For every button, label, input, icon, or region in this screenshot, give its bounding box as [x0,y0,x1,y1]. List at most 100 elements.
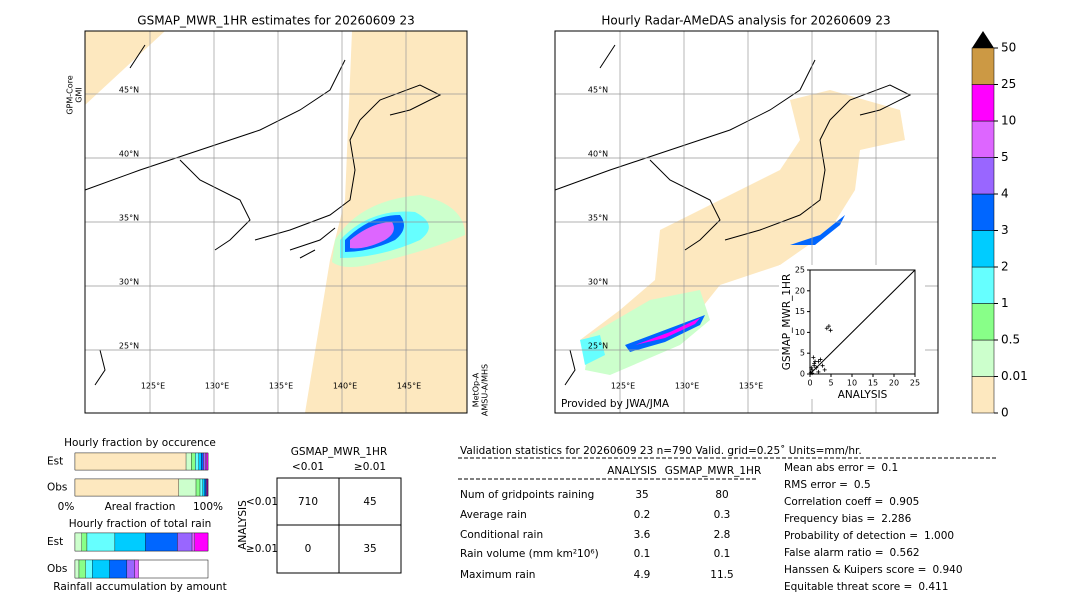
score-value: 0.905 [889,496,919,508]
x-tick-label: 10 [847,379,857,388]
score-value: 0.5 [854,479,871,491]
coastline [554,44,912,386]
bar-segment [86,532,116,552]
sensor: GMI [75,87,84,102]
lat-label: 35°N [588,214,608,223]
sensor: GPM-Core [66,75,75,114]
colorbar-label: 50 [1001,41,1016,55]
sensor: MetOp-A [472,372,481,407]
colorbar-label: 0.5 [1001,333,1020,347]
table-title: GSMAP_MWR_1HR [291,446,387,458]
stat-name: Maximum rain [460,569,535,581]
map-title: Hourly Radar-AMeDAS analysis for 2026060… [601,14,890,28]
bar-segment [74,532,82,552]
x-tick-label: 0 [807,379,812,388]
y-tick-label: 25 [795,266,805,275]
lat-label: 40°N [119,150,139,159]
stats-header: Validation statistics for 20260609 23 n=… [460,445,862,457]
point [814,365,819,370]
map-title: GSMAP_MWR_1HR estimates for 20260609 23 [137,14,414,28]
axis-end: 0% [58,501,75,513]
bar-title: Hourly fraction of total rain [69,518,212,530]
bar-title: Hourly fraction by occurence [64,437,216,449]
bar-segment [205,452,207,471]
swath [85,31,165,105]
coastline [84,44,442,386]
y-tick-label: 15 [795,307,805,316]
col-header: GSMAP_MWR_1HR [665,465,761,477]
x-tick-label: 20 [889,379,899,388]
lat-label: 25°N [588,342,608,351]
point [813,359,818,364]
lon-label: 125°E [141,382,165,391]
colorbar-label: 4 [1001,187,1009,201]
row-label: Est [47,456,63,468]
point [822,367,827,372]
bar-segment [185,452,192,471]
stat-value: 0.1 [714,548,731,560]
lat-label: 25°N [119,342,139,351]
bar-segment [201,452,204,471]
score: Hanssen & Kuipers score = 0.940 [784,564,963,576]
point [824,326,829,331]
lon-label: 130°E [675,382,699,391]
score-value: 2.286 [881,513,911,525]
bar-segment [178,478,197,497]
stat-name: Average rain [460,509,527,521]
bar-segment [207,478,209,497]
stat-value: 0.3 [714,509,731,521]
map-frame [554,30,939,414]
score-value: 0.940 [932,564,962,576]
lon-label: 135°E [739,382,763,391]
score-name: RMS error = [784,479,848,491]
point [810,371,815,376]
y-tick-label: 5 [800,349,805,358]
lat-label: 45°N [588,86,608,95]
col-label: <0.01 [292,461,324,473]
bar-segment [195,478,201,497]
score-value: 1.000 [924,530,954,542]
right-map: 45°N 40°N 35°N 30°N 25°N 125°E 130°E 135°E Hour… [554,14,939,414]
colorbar-label: 1 [1001,296,1009,310]
score-name: False alarm ratio = [784,547,884,559]
point [820,363,825,368]
credit: Provided by JWA/JMA [561,398,670,410]
rain [790,215,845,245]
stat-value: 11.5 [710,569,733,581]
bar-segment [74,559,80,579]
lat-label: 40°N [588,150,608,159]
col-header: ANALYSIS [607,465,657,477]
bar-segment [194,532,209,552]
bar-segment [114,532,146,552]
colorbar-label: 3 [1001,223,1009,237]
left-map: 45°N 40°N 35°N 30°N 25°N 125°E 130°E 135°E 140°E… [66,14,490,417]
x-tick-label: 5 [828,379,833,388]
bar-segment [126,559,136,579]
point [828,328,833,333]
rain [580,90,905,360]
stat-value: 0.2 [634,509,651,521]
bar-segment [195,452,199,471]
score: Mean abs error = 0.1 [784,462,898,474]
score: Probability of detection = 1.000 [784,530,954,542]
stat-name: Num of gridpoints raining [460,489,594,501]
lat-label: 45°N [119,86,139,95]
bar-segment [92,559,110,579]
bar-segment [85,559,93,579]
lon-label: 125°E [611,382,635,391]
bar-segment [206,452,209,471]
map-frame [84,30,468,414]
bar-segment [199,478,203,497]
bar-segment [191,532,195,552]
stat-value: 35 [635,489,648,501]
cell: 35 [363,543,376,555]
axis-label: Rainfall accumulation by amount [53,581,226,593]
stats: Validation statistics for 20260609 23 n=… [458,445,996,593]
bar-segment [198,452,202,471]
diagonal [809,269,916,375]
point [816,359,821,364]
colorbar-extend [972,31,994,48]
x-tick-label: 25 [910,379,920,388]
bar-segment [203,452,206,471]
score: Frequency bias = 2.286 [784,513,912,525]
